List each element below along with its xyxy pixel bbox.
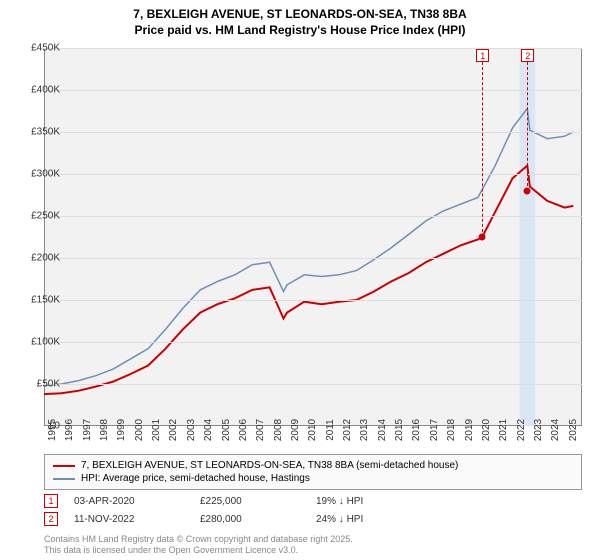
title-block: 7, BEXLEIGH AVENUE, ST LEONARDS-ON-SEA, …	[0, 0, 600, 40]
series-line-price_paid	[44, 166, 573, 395]
x-tick-label: 2012	[342, 419, 353, 441]
x-tick-label: 2018	[446, 419, 457, 441]
callout-line	[482, 62, 483, 237]
gridline-h	[44, 342, 582, 343]
chart-container: 7, BEXLEIGH AVENUE, ST LEONARDS-ON-SEA, …	[0, 0, 600, 560]
x-tick-label: 2020	[481, 419, 492, 441]
sale-marker-box: 1	[44, 494, 58, 508]
y-tick-label: £200K	[31, 253, 60, 264]
sale-date: 11-NOV-2022	[74, 514, 184, 525]
sale-delta: 19% ↓ HPI	[316, 496, 363, 507]
x-tick-label: 2009	[290, 419, 301, 441]
x-tick-label: 1999	[116, 419, 127, 441]
x-tick-label: 2002	[168, 419, 179, 441]
callout-line	[527, 62, 528, 191]
x-tick-label: 1997	[82, 419, 93, 441]
sale-date: 03-APR-2020	[74, 496, 184, 507]
sale-price: £225,000	[200, 496, 300, 507]
x-tick-label: 2017	[429, 419, 440, 441]
x-tick-label: 2008	[273, 419, 284, 441]
x-tick-label: 2006	[238, 419, 249, 441]
x-tick-label: 1996	[64, 419, 75, 441]
sale-dot	[524, 187, 531, 194]
x-tick-label: 2021	[498, 419, 509, 441]
sale-dot	[479, 234, 486, 241]
y-tick-label: £100K	[31, 337, 60, 348]
y-tick-label: £400K	[31, 85, 60, 96]
y-tick-label: £150K	[31, 295, 60, 306]
x-tick-label: 2023	[533, 419, 544, 441]
copyright-line-2: This data is licensed under the Open Gov…	[44, 545, 353, 556]
gridline-h	[44, 258, 582, 259]
sale-row: 1 03-APR-2020 £225,000 19% ↓ HPI	[44, 492, 363, 510]
gridline-h	[44, 90, 582, 91]
x-tick-label: 2014	[377, 419, 388, 441]
sale-delta: 24% ↓ HPI	[316, 514, 363, 525]
sale-row: 2 11-NOV-2022 £280,000 24% ↓ HPI	[44, 510, 363, 528]
y-tick-label: £300K	[31, 169, 60, 180]
y-tick-label: £450K	[31, 43, 60, 54]
x-tick-label: 2025	[568, 419, 579, 441]
legend-label: 7, BEXLEIGH AVENUE, ST LEONARDS-ON-SEA, …	[81, 460, 458, 471]
x-tick-label: 2015	[394, 419, 405, 441]
callout-box: 2	[521, 49, 534, 62]
title-line-1: 7, BEXLEIGH AVENUE, ST LEONARDS-ON-SEA, …	[0, 6, 600, 22]
x-tick-label: 2004	[203, 419, 214, 441]
legend-row: 7, BEXLEIGH AVENUE, ST LEONARDS-ON-SEA, …	[53, 459, 573, 472]
x-tick-label: 2022	[516, 419, 527, 441]
x-tick-label: 2011	[325, 419, 336, 441]
x-tick-label: 1995	[47, 419, 58, 441]
sale-rows: 1 03-APR-2020 £225,000 19% ↓ HPI 2 11-NOV-202…	[44, 492, 363, 528]
x-tick-label: 2000	[134, 419, 145, 441]
series-line-hpi	[44, 109, 573, 386]
x-tick-label: 2003	[186, 419, 197, 441]
x-tick-label: 2001	[151, 419, 162, 441]
gridline-h	[44, 174, 582, 175]
x-tick-label: 2007	[255, 419, 266, 441]
x-tick-label: 2010	[307, 419, 318, 441]
y-tick-label: £250K	[31, 211, 60, 222]
x-tick-label: 2019	[464, 419, 475, 441]
chart-area	[44, 48, 582, 426]
legend: 7, BEXLEIGH AVENUE, ST LEONARDS-ON-SEA, …	[44, 454, 582, 490]
gridline-h	[44, 132, 582, 133]
gridline-h	[44, 216, 582, 217]
callout-box: 1	[476, 49, 489, 62]
x-tick-label: 2016	[411, 419, 422, 441]
gridline-h	[44, 48, 582, 49]
y-tick-label: £350K	[31, 127, 60, 138]
x-tick-label: 1998	[99, 419, 110, 441]
copyright-line-1: Contains HM Land Registry data © Crown c…	[44, 534, 353, 545]
x-tick-label: 2024	[550, 419, 561, 441]
sale-marker-box: 2	[44, 512, 58, 526]
chart-svg	[44, 48, 582, 426]
sale-price: £280,000	[200, 514, 300, 525]
legend-swatch	[53, 478, 75, 480]
copyright: Contains HM Land Registry data © Crown c…	[44, 534, 353, 557]
x-tick-label: 2013	[359, 419, 370, 441]
legend-label: HPI: Average price, semi-detached house,…	[81, 473, 310, 484]
y-tick-label: £50K	[37, 379, 60, 390]
legend-swatch	[53, 465, 75, 467]
x-tick-label: 2005	[221, 419, 232, 441]
gridline-h	[44, 384, 582, 385]
title-line-2: Price paid vs. HM Land Registry's House …	[0, 22, 600, 38]
gridline-h	[44, 300, 582, 301]
legend-row: HPI: Average price, semi-detached house,…	[53, 472, 573, 485]
